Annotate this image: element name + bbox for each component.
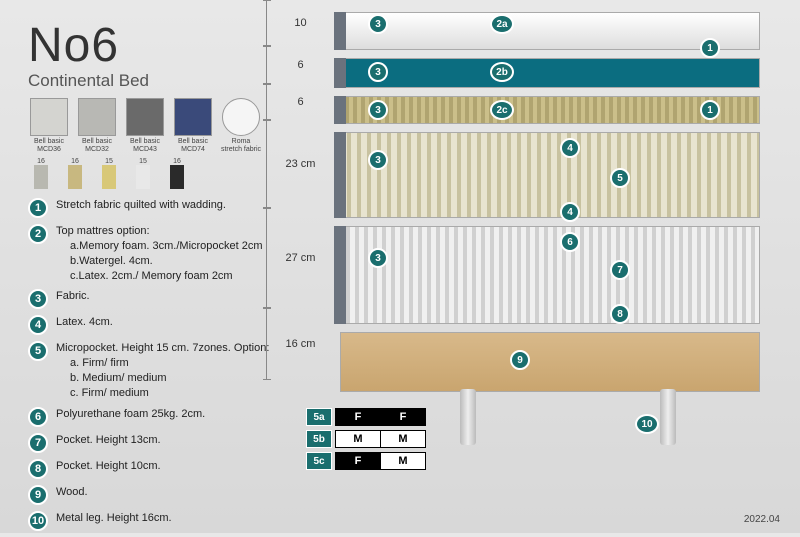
fabric-swatch: Bell basic MCD43 (124, 98, 166, 153)
legend-text: Latex. 4cm. (56, 315, 113, 330)
fabric-swatch: Bell basic MCD36 (28, 98, 70, 153)
legend-text: Stretch fabric quilted with wadding. (56, 198, 226, 213)
layer-watergel (340, 58, 760, 88)
legend-badge: 8 (28, 459, 48, 479)
diagram-marker: 3 (368, 62, 388, 82)
leg-options-row: 16 16 15 15 16 (28, 158, 190, 189)
diagram-marker: 3 (368, 150, 388, 170)
fabric-swatch: Bell basic MCD32 (76, 98, 118, 153)
diagram-marker: 1 (700, 100, 720, 120)
fabric-edge (334, 132, 346, 218)
swatch-label: Bell basic MCD43 (124, 138, 166, 153)
swatch-label: Bell basic MCD74 (172, 138, 214, 153)
layer-pocket-base (340, 226, 760, 324)
product-subtitle: Continental Bed (28, 71, 149, 91)
leg-option: 15 (130, 158, 156, 189)
legend-text: Metal leg. Height 16cm. (56, 511, 172, 526)
dimension-label: 10 (266, 0, 334, 46)
swatch-label: Bell basic MCD36 (28, 138, 70, 153)
layer-top-quilt (340, 12, 760, 50)
product-title: No6 (28, 18, 149, 73)
legend-badge: 7 (28, 433, 48, 453)
legend-text: Polyurethane foam 25kg. 2cm. (56, 407, 205, 422)
legend-text: Pocket. Height 13cm. (56, 433, 161, 448)
swatch-label: Bell basic MCD32 (76, 138, 118, 153)
title-block: No6 Continental Bed (28, 18, 149, 91)
legend-badge: 4 (28, 315, 48, 335)
diagram-marker: 8 (610, 304, 630, 324)
diagram-marker: 2c (490, 100, 514, 120)
dimension-label: 6 (266, 46, 334, 84)
swatch-color (126, 98, 164, 136)
diagram-marker: 10 (635, 414, 659, 434)
metal-leg (460, 389, 476, 445)
diagram-marker: 3 (368, 14, 388, 34)
leg-option: 16 (28, 158, 54, 189)
dimension-label: 16 cm (266, 308, 334, 380)
leg-option: 16 (62, 158, 88, 189)
dimension-label: 6 (266, 84, 334, 120)
diagram-marker: 9 (510, 350, 530, 370)
fabric-swatches: Bell basic MCD36 Bell basic MCD32 Bell bas… (28, 98, 262, 153)
dimension-label: 23 cm (266, 120, 334, 208)
layer-latex-memory (340, 96, 760, 124)
diagram-marker: 4 (560, 202, 580, 222)
swatch-color (222, 98, 260, 136)
legend-text: Wood. (56, 485, 88, 500)
legend-badge: 3 (28, 289, 48, 309)
diagram-marker: 1 (700, 38, 720, 58)
diagram-marker: 6 (560, 232, 580, 252)
bed-diagram: 106623 cm27 cm16 cm 32a132b32c1345436789… (340, 0, 800, 533)
leg-option: 15 (96, 158, 122, 189)
dimension-column: 106623 cm27 cm16 cm (266, 0, 334, 533)
diagram-marker: 2b (490, 62, 514, 82)
legend-text: Micropocket. Height 15 cm. 7zones. Optio… (56, 341, 269, 400)
legend-badge: 1 (28, 198, 48, 218)
fabric-swatch: Bell basic MCD74 (172, 98, 214, 153)
legend-text: Fabric. (56, 289, 90, 304)
legend-text: Pocket. Height 10cm. (56, 459, 161, 474)
legend-badge: 10 (28, 511, 48, 531)
diagram-marker: 3 (368, 248, 388, 268)
fabric-edge (334, 58, 346, 88)
swatch-color (78, 98, 116, 136)
swatch-label: Roma stretch fabric (220, 138, 262, 153)
legend-badge: 5 (28, 341, 48, 361)
metal-leg (660, 389, 676, 445)
dimension-label: 27 cm (266, 208, 334, 308)
swatch-color (174, 98, 212, 136)
legend-badge: 2 (28, 224, 48, 244)
diagram-marker: 5 (610, 168, 630, 188)
swatch-color (30, 98, 68, 136)
legend-text: Top mattres option:a.Memory foam. 3cm./M… (56, 224, 263, 283)
diagram-marker: 3 (368, 100, 388, 120)
fabric-edge (334, 226, 346, 324)
fabric-swatch: Roma stretch fabric (220, 98, 262, 153)
layer-micropocket (340, 132, 760, 218)
layer-wood-frame (340, 332, 760, 392)
leg-option: 16 (164, 158, 190, 189)
fabric-edge (334, 96, 346, 124)
fabric-edge (334, 12, 346, 50)
diagram-marker: 2a (490, 14, 514, 34)
legend-badge: 9 (28, 485, 48, 505)
diagram-marker: 7 (610, 260, 630, 280)
legend-badge: 6 (28, 407, 48, 427)
diagram-marker: 4 (560, 138, 580, 158)
